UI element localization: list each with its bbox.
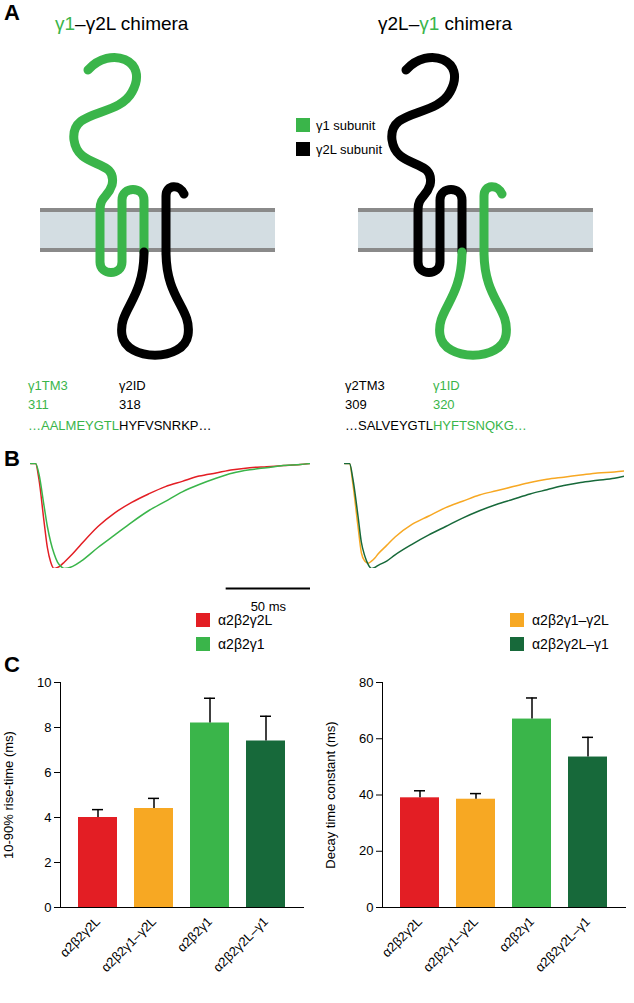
svg-text:α2β2γ2L: α2β2γ2L — [379, 914, 425, 960]
html-text:α2β2γ1–γ2L: α2β2γ1–γ2L — [532, 612, 609, 628]
html-text:C: C — [4, 652, 20, 677]
svg-text:8: 8 — [44, 720, 51, 735]
svg-text:4: 4 — [44, 810, 51, 825]
svg-text:6: 6 — [44, 765, 51, 780]
svg-text:γ1TM3: γ1TM3 — [28, 378, 68, 393]
svg-text:γ2L–γ1 chimera: γ2L–γ1 chimera — [378, 13, 513, 34]
svg-text:α2β2γ1: α2β2γ1 — [174, 914, 215, 955]
svg-text:20: 20 — [359, 843, 373, 858]
svg-text:γ1–γ2L chimera: γ1–γ2L chimera — [55, 13, 189, 34]
svg-text:311: 311 — [28, 397, 49, 412]
svg-text:10-90% rise-time (ms): 10-90% rise-time (ms) — [1, 731, 16, 859]
svg-text:γ2ID: γ2ID — [119, 378, 146, 393]
svg-text:…AALMEYGTL: …AALMEYGTL — [28, 418, 119, 433]
svg-text:γ1ID: γ1ID — [433, 378, 460, 393]
svg-text:0: 0 — [44, 900, 51, 915]
svg-text:α2β2γ1–γ2L: α2β2γ1–γ2L — [420, 914, 481, 975]
svg-text:HYFTSNQKG…: HYFTSNQKG… — [433, 418, 527, 433]
svg-text:10: 10 — [37, 675, 51, 690]
svg-text:…SALVEYGTL: …SALVEYGTL — [345, 418, 433, 433]
svg-text:α2β2γ2L: α2β2γ2L — [57, 914, 103, 960]
svg-text:α2β2γ2L–γ1: α2β2γ2L–γ1 — [210, 914, 271, 975]
html-text:α2β2γ2L–γ1: α2β2γ2L–γ1 — [532, 636, 609, 652]
svg-text:320: 320 — [433, 397, 455, 412]
html-text:α2β2γ1: α2β2γ1 — [218, 636, 265, 652]
svg-text:γ2L subunit: γ2L subunit — [316, 142, 382, 157]
svg-text:α2β2γ1–γ2L: α2β2γ1–γ2L — [98, 914, 159, 975]
svg-text:Decay time constant (ms): Decay time constant (ms) — [323, 721, 338, 868]
svg-text:2: 2 — [44, 855, 51, 870]
svg-text:γ1 subunit: γ1 subunit — [316, 118, 376, 133]
svg-text:50 ms: 50 ms — [251, 599, 287, 614]
html-text:B: B — [4, 446, 20, 471]
svg-text:40: 40 — [359, 787, 373, 802]
svg-text:0: 0 — [366, 900, 373, 915]
svg-text:α2β2γ1: α2β2γ1 — [496, 914, 537, 955]
svg-text:318: 318 — [119, 397, 141, 412]
svg-text:309: 309 — [345, 397, 367, 412]
svg-text:80: 80 — [359, 675, 373, 690]
svg-text:α2β2γ2L–γ1: α2β2γ2L–γ1 — [532, 914, 593, 975]
svg-text:HYFVSNRKP…: HYFVSNRKP… — [119, 418, 211, 433]
html-text:α2β2γ2L: α2β2γ2L — [218, 612, 273, 628]
svg-text:γ2TM3: γ2TM3 — [345, 378, 385, 393]
html-text:A: A — [4, 0, 20, 25]
svg-text:60: 60 — [359, 731, 373, 746]
